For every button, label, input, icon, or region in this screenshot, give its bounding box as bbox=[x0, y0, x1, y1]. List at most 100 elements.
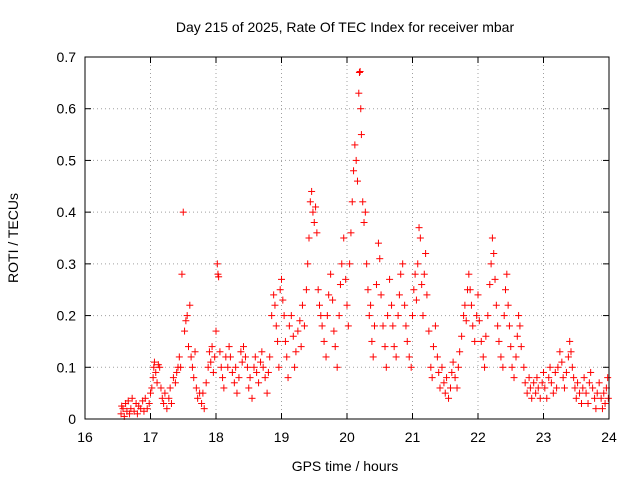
data-point bbox=[124, 397, 132, 405]
data-point bbox=[205, 348, 213, 356]
data-point bbox=[350, 167, 358, 175]
data-point bbox=[314, 286, 322, 294]
data-point bbox=[471, 337, 479, 345]
data-point bbox=[145, 399, 153, 407]
data-point bbox=[331, 343, 339, 351]
data-point bbox=[403, 337, 411, 345]
data-point bbox=[347, 229, 355, 237]
data-point bbox=[257, 358, 265, 366]
data-point bbox=[187, 353, 195, 361]
data-point bbox=[191, 348, 199, 356]
data-point bbox=[342, 275, 350, 283]
data-point bbox=[167, 399, 175, 407]
data-point bbox=[368, 337, 376, 345]
data-point bbox=[473, 312, 481, 320]
data-point bbox=[150, 358, 158, 366]
data-point bbox=[436, 384, 444, 392]
data-point bbox=[285, 322, 293, 330]
data-point bbox=[399, 260, 407, 268]
data-point bbox=[517, 343, 525, 351]
data-point bbox=[240, 343, 248, 351]
data-point bbox=[308, 187, 316, 195]
data-point bbox=[394, 312, 402, 320]
data-point bbox=[186, 301, 194, 309]
data-point bbox=[559, 374, 567, 382]
data-point bbox=[263, 389, 271, 397]
data-point bbox=[482, 332, 490, 340]
data-point bbox=[461, 301, 469, 309]
data-point bbox=[190, 374, 198, 382]
data-point bbox=[604, 394, 612, 402]
data-point bbox=[567, 348, 575, 356]
data-point bbox=[327, 270, 335, 278]
data-point bbox=[208, 343, 216, 351]
data-point bbox=[143, 405, 151, 413]
data-point bbox=[533, 374, 541, 382]
data-point bbox=[199, 389, 207, 397]
data-point bbox=[427, 363, 435, 371]
data-point bbox=[365, 312, 373, 320]
data-point bbox=[317, 312, 325, 320]
data-point bbox=[435, 368, 443, 376]
data-point bbox=[178, 270, 186, 278]
data-point bbox=[405, 353, 413, 361]
data-point bbox=[536, 394, 544, 402]
y-tick-label: 0.7 bbox=[57, 49, 77, 65]
data-point bbox=[264, 368, 272, 376]
data-point bbox=[237, 348, 245, 356]
data-point bbox=[300, 322, 308, 330]
data-point bbox=[576, 389, 584, 397]
data-point bbox=[551, 368, 559, 376]
data-point bbox=[502, 286, 510, 294]
data-point bbox=[418, 281, 426, 289]
data-point bbox=[166, 384, 174, 392]
x-tick-label: 16 bbox=[77, 429, 93, 445]
data-point bbox=[150, 363, 158, 371]
data-point bbox=[495, 337, 503, 345]
data-point bbox=[371, 322, 379, 330]
data-point bbox=[156, 363, 164, 371]
data-point bbox=[215, 273, 223, 281]
data-point bbox=[481, 363, 489, 371]
data-point bbox=[574, 379, 582, 387]
data-point bbox=[591, 394, 599, 402]
data-point bbox=[355, 89, 363, 97]
data-point bbox=[409, 312, 416, 320]
data-point bbox=[438, 363, 446, 371]
data-points bbox=[117, 67, 612, 420]
data-point bbox=[309, 208, 317, 216]
data-point bbox=[343, 301, 351, 309]
data-point bbox=[521, 379, 529, 387]
data-point bbox=[333, 363, 341, 371]
data-point bbox=[361, 208, 369, 216]
data-point bbox=[389, 322, 397, 330]
data-point bbox=[246, 374, 254, 382]
data-point bbox=[560, 384, 568, 392]
data-point bbox=[451, 374, 459, 382]
data-point bbox=[283, 353, 291, 361]
data-point bbox=[149, 374, 157, 382]
data-point bbox=[250, 363, 258, 371]
data-point bbox=[219, 374, 227, 382]
data-point bbox=[325, 291, 333, 299]
data-point bbox=[422, 250, 430, 258]
data-point bbox=[289, 332, 297, 340]
data-point bbox=[173, 368, 181, 376]
data-point bbox=[592, 405, 600, 413]
data-point bbox=[490, 250, 498, 258]
data-point bbox=[225, 343, 233, 351]
data-point bbox=[148, 384, 156, 392]
data-point bbox=[355, 69, 363, 77]
data-point bbox=[275, 363, 283, 371]
data-point bbox=[147, 389, 154, 397]
data-point bbox=[367, 301, 375, 309]
data-point bbox=[566, 337, 574, 345]
data-point bbox=[356, 67, 364, 75]
data-point bbox=[377, 291, 385, 299]
data-point bbox=[220, 384, 228, 392]
data-point bbox=[233, 389, 241, 397]
data-point bbox=[604, 374, 612, 382]
x-tick-label: 20 bbox=[339, 429, 355, 445]
